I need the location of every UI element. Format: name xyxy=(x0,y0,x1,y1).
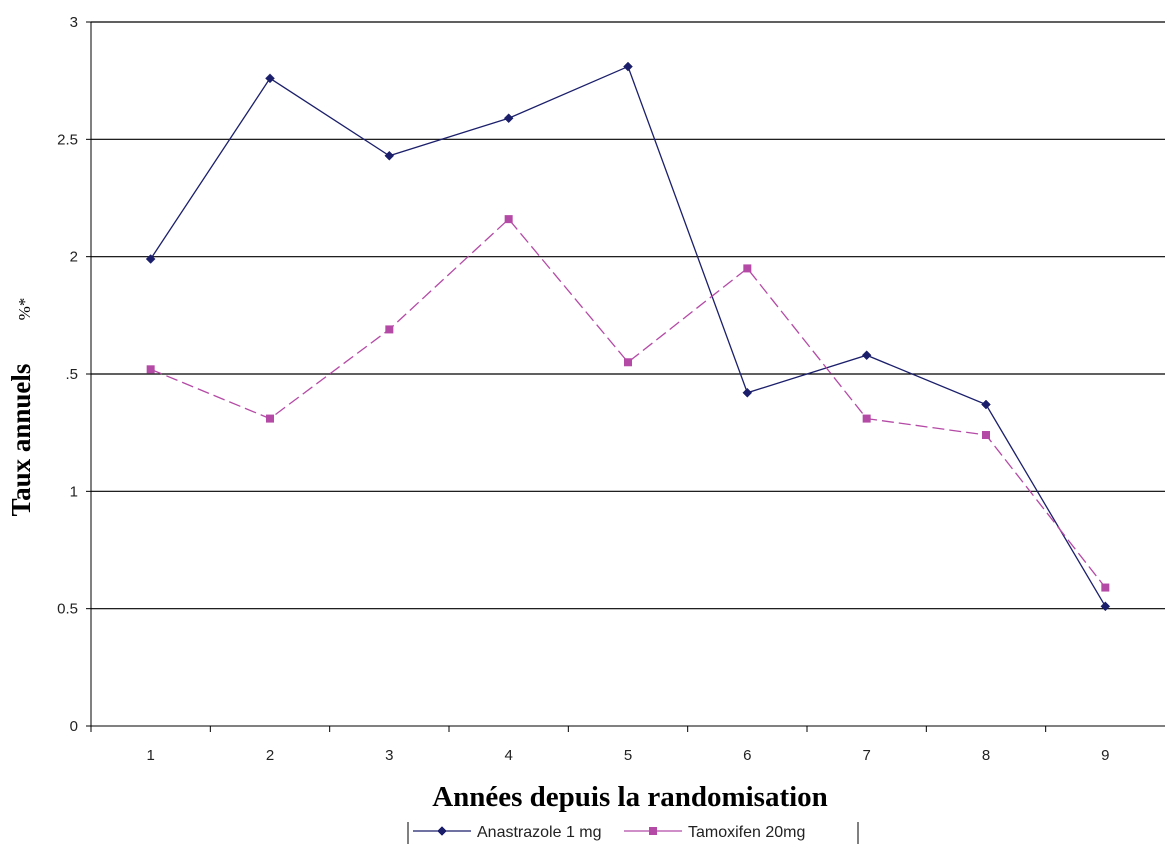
y-tick-label: .5 xyxy=(65,366,78,383)
data-point xyxy=(384,150,395,161)
x-tick-label: 1 xyxy=(146,747,154,764)
x-tick-label: 7 xyxy=(862,747,870,764)
data-point xyxy=(385,325,394,334)
legend: Anastrazole 1 mg Tamoxifen 20mg xyxy=(407,822,859,844)
legend-swatch-marker xyxy=(437,826,447,836)
data-point xyxy=(861,350,872,361)
x-tick-label: 8 xyxy=(982,747,990,764)
y-tick-label: 0.5 xyxy=(57,601,78,618)
data-point xyxy=(982,431,990,440)
series-line xyxy=(150,218,1106,588)
series-layer xyxy=(145,61,1111,612)
data-point xyxy=(266,414,274,423)
data-point xyxy=(623,61,633,72)
series-line xyxy=(150,65,1106,607)
y-tick-label: 2 xyxy=(70,249,78,266)
x-axis-label: Années depuis la randomisation xyxy=(432,781,828,813)
axes xyxy=(86,21,1165,732)
legend-label: Anastrazole 1 mg xyxy=(477,824,602,841)
x-tick-label: 2 xyxy=(266,747,274,764)
series-1 xyxy=(145,61,1111,612)
data-point xyxy=(265,73,275,84)
legend-item-1: Anastrazole 1 mg xyxy=(413,824,602,841)
y-tick-label: 1 xyxy=(70,483,78,500)
data-point xyxy=(742,387,753,398)
y-tick-label: 3 xyxy=(70,14,78,31)
grid-lines xyxy=(91,21,1165,610)
data-point xyxy=(145,254,156,264)
y-tick-labels: 0 0.5 1 .5 2 2.5 3 xyxy=(57,14,78,735)
legend-label: Tamoxifen 20mg xyxy=(688,824,805,841)
series-2 xyxy=(146,215,1110,592)
legend-item-2: Tamoxifen 20mg xyxy=(624,824,805,841)
x-tick-label: 9 xyxy=(1101,747,1109,764)
data-point xyxy=(1101,583,1110,592)
x-tick-label: 3 xyxy=(385,747,393,764)
data-point xyxy=(146,365,155,374)
data-point xyxy=(743,264,752,273)
x-tick-label: 4 xyxy=(504,747,512,764)
x-tick-label: 6 xyxy=(743,747,751,764)
data-point xyxy=(862,414,871,423)
x-tick-labels: 1 2 3 4 5 6 7 8 9 xyxy=(146,747,1109,764)
data-point xyxy=(981,399,991,410)
data-point xyxy=(504,215,513,224)
legend-swatch-marker xyxy=(649,827,657,835)
x-tick-label: 5 xyxy=(624,747,632,764)
data-point xyxy=(1100,601,1111,612)
y-axis-unit: %* xyxy=(15,298,34,321)
y-axis-label: Taux annuels xyxy=(6,364,36,517)
data-point xyxy=(624,358,632,367)
y-tick-label: 0 xyxy=(70,718,78,735)
y-tick-label: 2.5 xyxy=(57,131,78,148)
data-point xyxy=(503,113,514,124)
